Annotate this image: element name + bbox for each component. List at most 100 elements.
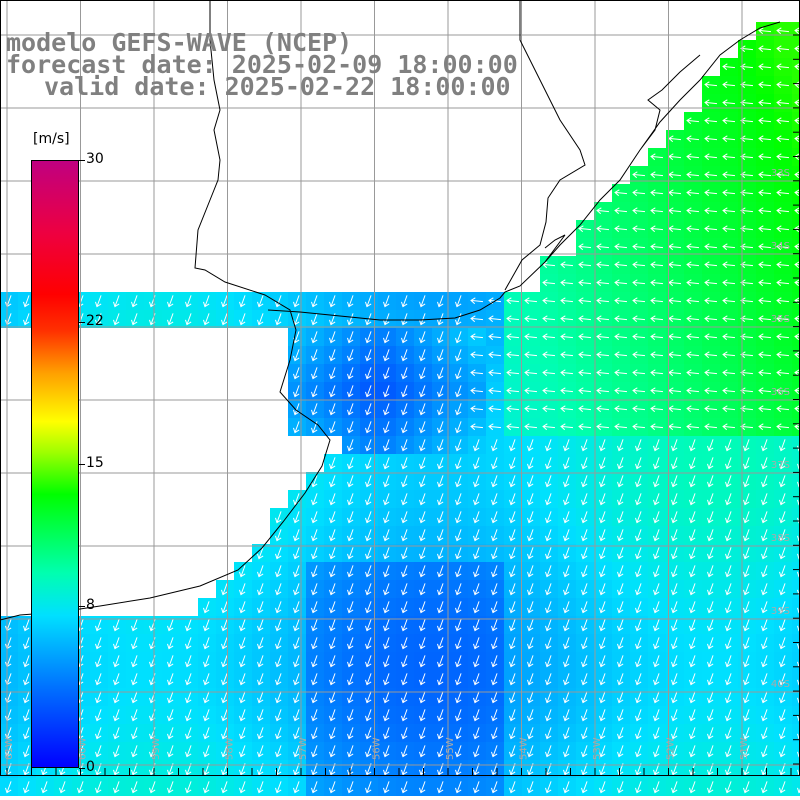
wind-arrow bbox=[509, 493, 516, 506]
wind-arrow bbox=[581, 493, 588, 506]
wind-arrow bbox=[506, 315, 520, 323]
wind-arrow bbox=[473, 547, 480, 560]
wind-arrow bbox=[167, 745, 174, 758]
wind-arrow bbox=[329, 475, 336, 488]
wind-arrow bbox=[617, 493, 624, 506]
wind-arrow bbox=[758, 27, 772, 35]
wind-arrow bbox=[776, 135, 790, 143]
wind-arrow bbox=[401, 745, 408, 758]
wind-arrow bbox=[383, 385, 390, 398]
wind-arrow bbox=[650, 387, 664, 395]
wind-arrow bbox=[437, 385, 444, 398]
wind-arrow bbox=[686, 351, 700, 359]
wind-arrow bbox=[419, 565, 426, 578]
wind-arrow bbox=[650, 423, 664, 431]
wind-arrow bbox=[455, 367, 462, 380]
wind-arrow bbox=[722, 135, 736, 143]
wind-arrow bbox=[560, 297, 574, 305]
wind-arrow bbox=[491, 745, 498, 758]
wind-arrow bbox=[401, 313, 408, 326]
wind-arrow bbox=[779, 781, 786, 794]
wind-arrow bbox=[650, 369, 664, 377]
wind-arrow bbox=[293, 727, 300, 740]
wind-arrow bbox=[185, 709, 192, 722]
wind-arrow bbox=[509, 637, 516, 650]
wind-arrow bbox=[257, 727, 264, 740]
colorbar-tickmark bbox=[79, 160, 85, 161]
wind-arrow bbox=[239, 655, 246, 668]
wind-arrow bbox=[722, 333, 736, 341]
wind-arrow bbox=[725, 565, 732, 578]
wind-arrow bbox=[761, 493, 768, 506]
valid-date: valid date: 2025-02-22 18:00:00 bbox=[44, 72, 511, 101]
wind-arrow bbox=[23, 313, 30, 326]
wind-arrow bbox=[95, 781, 102, 794]
wind-arrow bbox=[635, 583, 642, 596]
wind-arrow bbox=[185, 637, 192, 650]
wind-arrow bbox=[311, 691, 318, 704]
wind-arrow bbox=[689, 565, 696, 578]
longitude-label: 54W bbox=[519, 737, 530, 760]
wind-arrow bbox=[776, 423, 790, 431]
wind-arrow bbox=[221, 727, 228, 740]
wind-arrow bbox=[524, 351, 538, 359]
wind-arrow bbox=[239, 601, 246, 614]
wind-arrow bbox=[776, 405, 790, 413]
wind-arrow bbox=[743, 781, 750, 794]
wind-arrow bbox=[668, 243, 682, 251]
latitude-label: 38S bbox=[771, 533, 790, 544]
wind-arrow bbox=[581, 745, 588, 758]
wind-arrow bbox=[707, 745, 714, 758]
wind-arrow bbox=[614, 423, 628, 431]
wind-speed-cell bbox=[792, 562, 800, 580]
wind-arrow bbox=[293, 565, 300, 578]
wind-arrow bbox=[131, 673, 138, 686]
wind-arrow bbox=[740, 279, 754, 287]
wind-arrow bbox=[383, 565, 390, 578]
wind-arrow bbox=[488, 387, 502, 395]
wind-arrow bbox=[545, 583, 552, 596]
wind-arrow bbox=[95, 295, 102, 308]
wind-arrow bbox=[131, 691, 138, 704]
wind-arrow bbox=[455, 295, 462, 308]
wind-arrow bbox=[329, 529, 336, 542]
wind-arrow bbox=[707, 727, 714, 740]
wind-arrow bbox=[185, 727, 192, 740]
wind-arrow bbox=[725, 457, 732, 470]
wind-arrow bbox=[614, 297, 628, 305]
wind-arrow bbox=[794, 81, 800, 89]
wind-arrow bbox=[581, 439, 588, 452]
wind-arrow bbox=[563, 655, 570, 668]
wind-arrow bbox=[794, 207, 800, 215]
wind-arrow bbox=[596, 387, 610, 395]
wind-arrow bbox=[383, 403, 390, 416]
longitude-labels: 61W60W59W58W57W56W55W54W53W52W51W50W bbox=[4, 737, 750, 760]
wind-arrow bbox=[776, 297, 790, 305]
wind-arrow bbox=[275, 547, 282, 560]
wind-arrow bbox=[311, 709, 318, 722]
wind-arrow bbox=[650, 279, 664, 287]
wind-arrow bbox=[542, 369, 556, 377]
wind-arrow bbox=[578, 333, 592, 341]
wind-arrow bbox=[635, 493, 642, 506]
wind-arrow bbox=[542, 351, 556, 359]
wind-arrow bbox=[581, 457, 588, 470]
wind-arrow bbox=[614, 189, 628, 197]
wind-arrow bbox=[509, 727, 516, 740]
wind-arrow bbox=[275, 781, 282, 794]
wind-arrow bbox=[383, 583, 390, 596]
wind-arrow bbox=[599, 457, 606, 470]
wind-arrow bbox=[725, 583, 732, 596]
wind-arrow bbox=[455, 313, 462, 326]
wind-arrow bbox=[725, 673, 732, 686]
wind-arrow bbox=[275, 691, 282, 704]
wind-arrow bbox=[761, 475, 768, 488]
wind-arrow bbox=[704, 405, 718, 413]
wind-arrow bbox=[311, 295, 318, 308]
wind-arrow bbox=[347, 529, 354, 542]
wind-arrow bbox=[491, 655, 498, 668]
wind-arrow bbox=[221, 691, 228, 704]
wind-arrow bbox=[293, 511, 300, 524]
wind-arrow bbox=[167, 691, 174, 704]
wind-arrow bbox=[617, 439, 624, 452]
